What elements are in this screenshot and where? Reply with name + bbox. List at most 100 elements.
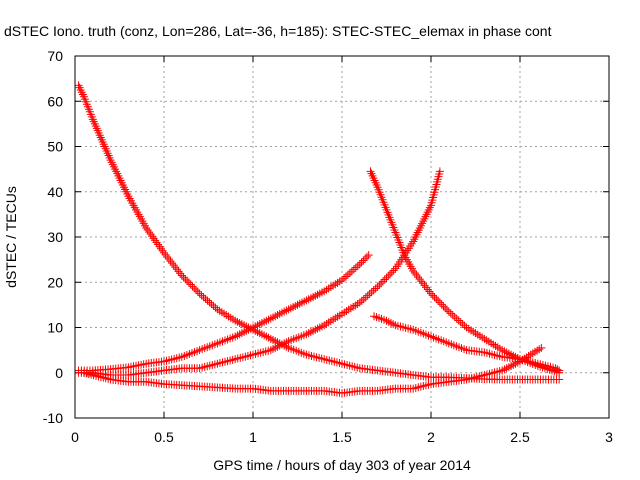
x-tick-label: 3 xyxy=(605,429,613,445)
data-point xyxy=(116,176,125,185)
data-point xyxy=(199,293,208,302)
data-point xyxy=(423,208,432,217)
data-point xyxy=(387,268,396,277)
data-point xyxy=(280,339,289,348)
data-point xyxy=(205,298,214,307)
y-tick-label: 40 xyxy=(47,184,63,200)
data-point xyxy=(146,230,155,239)
data-point xyxy=(386,318,395,327)
data-point xyxy=(188,282,197,291)
data-point xyxy=(190,284,199,293)
data-point xyxy=(115,174,124,183)
data-point xyxy=(437,300,446,309)
data-point xyxy=(384,271,393,280)
data-point xyxy=(533,346,542,355)
data-point xyxy=(373,282,382,291)
data-point xyxy=(420,281,429,290)
data-point xyxy=(275,309,284,318)
data-point xyxy=(347,267,356,276)
data-point xyxy=(171,263,180,272)
y-tick-label: 70 xyxy=(47,48,63,64)
data-point xyxy=(195,289,204,298)
data-point xyxy=(246,324,255,333)
data-point xyxy=(269,344,278,353)
data-point xyxy=(435,298,444,307)
data-point xyxy=(357,258,366,267)
data-point xyxy=(355,260,364,269)
data-point xyxy=(343,270,352,279)
data-point xyxy=(361,254,370,263)
data-point xyxy=(439,302,448,311)
data-point xyxy=(420,214,429,223)
data-point xyxy=(362,252,371,261)
data-point xyxy=(309,326,318,335)
data-point xyxy=(377,279,386,288)
data-point xyxy=(284,305,293,314)
plot-frame xyxy=(74,55,610,419)
data-point xyxy=(266,334,275,343)
data-point xyxy=(414,273,423,282)
series-1 xyxy=(74,81,564,384)
data-point xyxy=(183,276,192,285)
data-point xyxy=(509,360,518,369)
data-point xyxy=(435,167,444,176)
data-point xyxy=(425,287,434,296)
data-point xyxy=(262,332,271,341)
data-point xyxy=(425,203,434,212)
data-point xyxy=(507,361,516,370)
data-point xyxy=(364,251,373,260)
data-point xyxy=(280,307,289,316)
data-point xyxy=(419,217,428,226)
data-point xyxy=(424,205,433,214)
data-point xyxy=(389,266,398,275)
data-point xyxy=(113,169,122,178)
data-point xyxy=(422,210,431,219)
data-point xyxy=(282,306,291,315)
data-point xyxy=(152,238,161,247)
data-point xyxy=(289,303,298,312)
data-point xyxy=(418,219,427,228)
data-point xyxy=(260,331,269,340)
data-point xyxy=(311,291,320,300)
data-point xyxy=(168,259,177,268)
data-point xyxy=(174,267,183,276)
data-point xyxy=(417,277,426,286)
data-point xyxy=(118,180,127,189)
x-axis-label: GPS time / hours of day 303 of year 2014 xyxy=(213,457,471,473)
data-point xyxy=(382,273,391,282)
data-point xyxy=(160,248,168,257)
chart-title: dSTEC Iono. truth (conz, Lon=286, Lat=-3… xyxy=(4,23,552,39)
data-point xyxy=(295,299,304,308)
data-point xyxy=(164,255,173,264)
data-point xyxy=(166,257,175,266)
data-point xyxy=(112,167,121,176)
data-point xyxy=(121,185,130,194)
data-point xyxy=(389,320,398,329)
tick-labels: 0 0.5 1 1.5 2 2.5 3 -10 0 10 20 30 40 50 60 70 xyxy=(43,48,613,445)
data-point xyxy=(441,304,450,313)
data-point xyxy=(528,349,537,358)
data-point xyxy=(244,325,253,334)
data-point xyxy=(260,317,269,326)
data-point xyxy=(297,298,306,307)
data-point xyxy=(502,364,511,373)
data-point xyxy=(524,352,533,361)
data-point xyxy=(428,291,437,300)
data-point xyxy=(157,244,166,253)
data-point xyxy=(209,301,218,310)
data-point xyxy=(306,294,315,303)
y-tick-label: 50 xyxy=(47,139,63,155)
data-point xyxy=(262,316,271,325)
data-point xyxy=(427,289,435,298)
data-point xyxy=(255,329,264,338)
data-point xyxy=(361,293,370,302)
data-point xyxy=(434,296,443,305)
data-point xyxy=(203,296,212,305)
data-point xyxy=(266,314,275,323)
data-point xyxy=(345,268,354,277)
data-point xyxy=(458,319,467,328)
data-point xyxy=(351,263,360,272)
data-point xyxy=(277,308,286,317)
data-point xyxy=(257,330,266,339)
data-point xyxy=(235,318,244,327)
